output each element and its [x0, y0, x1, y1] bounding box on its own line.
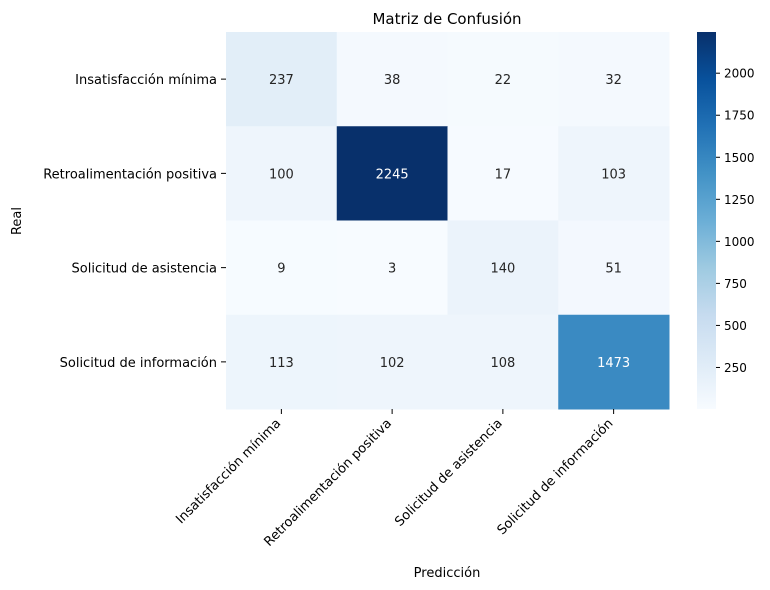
colorbar-tick-label: 1250: [724, 193, 755, 207]
x-tick-label: Insatisfacción mínima: [173, 416, 284, 527]
cell-value-label: 140: [490, 262, 515, 277]
x-tick-label: Retroalimentación positiva: [261, 416, 394, 549]
heatmap-cell: [336, 220, 448, 316]
y-axis-label: Real: [10, 207, 25, 235]
y-axis-ticks: Insatisfacción mínima Retroalimentación p…: [43, 73, 226, 371]
cell-value-label: 113: [269, 356, 294, 371]
cell-value-label: 38: [384, 73, 401, 88]
colorbar-tick-label: 2000: [724, 67, 755, 81]
heatmap-cell: [447, 314, 559, 410]
heatmap-cell: [558, 126, 670, 221]
colorbar: [697, 32, 716, 409]
cell-value-label: 51: [605, 262, 622, 277]
heatmap-cells: [226, 32, 670, 410]
cell-value-label: 9: [277, 262, 285, 277]
heatmap-cell: [447, 32, 559, 127]
heatmap-cell: [226, 126, 338, 221]
heatmap-cell: [447, 126, 559, 221]
colorbar-tick-label: 1500: [724, 151, 755, 165]
cell-value-label: 3: [388, 262, 396, 277]
heatmap-cell: [336, 32, 448, 127]
heatmap-cell: [558, 314, 670, 410]
cell-value-label: 237: [269, 73, 294, 88]
cell-value-label: 102: [380, 356, 405, 371]
cell-value-label: 32: [605, 73, 622, 88]
heatmap-cell: [558, 220, 670, 316]
y-tick-label: Insatisfacción mínima: [75, 73, 217, 88]
y-tick-label: Solicitud de asistencia: [72, 262, 217, 277]
heatmap-cell: [226, 32, 338, 127]
colorbar-tick-label: 1750: [724, 109, 755, 123]
colorbar-tick-label: 750: [724, 277, 747, 291]
y-tick-label: Solicitud de información: [60, 356, 217, 371]
x-tick-label: Solicitud de asistencia: [392, 416, 505, 529]
heatmap-cell: [226, 220, 338, 316]
x-axis-label: Predicción: [414, 566, 481, 581]
colorbar-tick-label: 1000: [724, 235, 755, 249]
colorbar-ticks: 250 500 750 1000 1250 1500 1750 2000: [716, 67, 755, 375]
cell-value-label: 2245: [376, 167, 409, 182]
colorbar-tick-label: 250: [724, 361, 747, 375]
heatmap-cell: [447, 220, 559, 316]
x-tick-label: Solicitud de información: [495, 416, 617, 538]
cell-value-label: 103: [601, 167, 626, 182]
y-tick-label: Retroalimentación positiva: [43, 167, 217, 182]
colorbar-tick-label: 500: [724, 319, 747, 333]
heatmap-cell: [558, 32, 670, 127]
cell-value-label: 22: [495, 73, 512, 88]
cell-value-label: 100: [269, 167, 294, 182]
cell-value-label: 17: [495, 167, 512, 182]
heatmap-cell: [226, 314, 338, 410]
cell-value-label: 108: [490, 356, 515, 371]
heatmap-cell-labels: 237 38 22 32 100 2245 17 103 9 3 140 51 113 102 108 147…: [269, 73, 630, 371]
heatmap-cell: [336, 126, 448, 221]
heatmap-cell: [336, 314, 448, 410]
chart-title: Matriz de Confusión: [372, 10, 521, 28]
cell-value-label: 1473: [597, 356, 630, 371]
